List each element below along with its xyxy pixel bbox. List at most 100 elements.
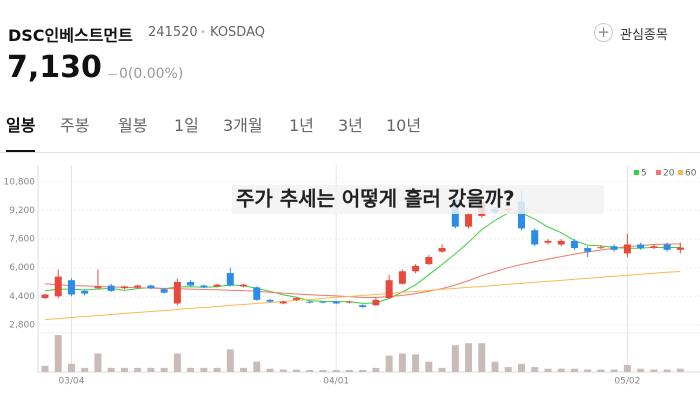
legend-swatch — [678, 170, 683, 175]
volume-bar — [359, 369, 367, 372]
candle-body — [663, 244, 671, 250]
watch-button[interactable]: 관심종목 — [620, 28, 668, 43]
volume-bar — [637, 368, 645, 372]
volume-bar — [266, 368, 274, 372]
candle-body — [107, 285, 115, 291]
candle-body — [173, 281, 181, 304]
y-tick-label: 7,600 — [9, 235, 35, 245]
annotation-background — [232, 185, 604, 214]
period-tab[interactable]: 1일 — [174, 116, 199, 135]
moving-average-line — [44, 243, 681, 298]
volume-bar — [570, 368, 578, 372]
volume-bar — [187, 367, 195, 372]
period-tabs: 일봉 주봉 월봉 1일 3개월 1년 3년 10년 — [0, 112, 700, 152]
candle-body — [147, 285, 155, 289]
volume-bar — [134, 367, 142, 372]
volume-bar — [200, 367, 208, 372]
candle-body — [597, 247, 605, 249]
y-tick-label: 10,800 — [4, 177, 36, 187]
legend-label: 5 — [641, 169, 647, 179]
volume-bar — [160, 367, 168, 372]
volume-bar — [438, 367, 446, 372]
period-tab[interactable]: 3개월 — [223, 116, 263, 135]
volume-bar — [491, 361, 499, 372]
candle-body — [200, 285, 208, 288]
volume-bar — [478, 343, 486, 372]
candle-body — [240, 284, 248, 287]
period-tab[interactable]: 10년 — [386, 116, 422, 135]
period-tab[interactable]: 1년 — [289, 116, 314, 135]
volume-bar — [504, 367, 512, 372]
candle-body — [81, 290, 89, 294]
candle-body — [279, 301, 287, 304]
candle-body — [637, 244, 645, 249]
candle-body — [253, 287, 261, 300]
candle-body — [41, 294, 49, 299]
period-tab[interactable]: 월봉 — [118, 116, 148, 135]
volume-bar — [372, 367, 380, 372]
candle-body — [610, 246, 618, 250]
stock-code: 241520 — [148, 25, 198, 40]
legend-label: 20 — [663, 169, 675, 179]
volume-bar — [650, 369, 658, 372]
volume-bar — [67, 363, 75, 372]
candle-body — [160, 289, 168, 293]
candle-body — [676, 247, 684, 250]
candle-body — [359, 305, 367, 307]
legend-label: 60 — [685, 169, 697, 179]
y-tick-label: 9,200 — [9, 206, 35, 216]
volume-bar — [173, 353, 181, 372]
candle-body — [332, 301, 340, 304]
candle-body — [94, 286, 102, 289]
change-flat-icon — [108, 74, 117, 75]
volume-bar — [319, 369, 327, 372]
volume-bar — [253, 361, 261, 372]
candle-body — [226, 273, 234, 286]
candle-body — [544, 240, 552, 243]
candle-body — [398, 271, 406, 284]
volume-bar — [465, 343, 473, 372]
legend-swatch — [656, 170, 661, 175]
moving-average-line — [44, 212, 681, 304]
period-tab[interactable]: 주봉 — [60, 116, 90, 135]
volume-bar — [398, 353, 406, 372]
y-tick-label: 6,000 — [9, 263, 35, 273]
volume-bar — [306, 369, 314, 372]
y-tick-label: 2,800 — [9, 320, 35, 330]
candle-body — [465, 214, 473, 227]
volume-bar — [213, 367, 221, 372]
volume-bar — [226, 349, 234, 372]
volume-bar — [345, 369, 353, 372]
candle-body — [557, 240, 565, 245]
candle-body — [385, 280, 393, 299]
period-tab[interactable]: 3년 — [338, 116, 363, 135]
volume-bar — [81, 367, 89, 372]
watch-icon[interactable]: + — [594, 23, 613, 42]
annotation: 주가 추세는 어떻게 흘러 갔을까? — [236, 187, 515, 211]
volume-bar — [332, 369, 340, 372]
candle-body — [372, 299, 380, 306]
volume-bar — [279, 369, 287, 372]
period-tab[interactable]: 일봉 — [6, 112, 36, 152]
volume-bar — [240, 367, 248, 372]
volume-bar — [544, 368, 552, 372]
volume-bar — [425, 361, 433, 372]
candle-body — [120, 286, 128, 289]
volume-bar — [597, 369, 605, 372]
volume-bar — [623, 365, 631, 372]
volume-bar — [412, 354, 420, 372]
candle-body — [345, 301, 353, 303]
market: KOSDAQ — [210, 25, 265, 40]
y-tick-label: 4,400 — [9, 292, 35, 302]
volume-bar — [451, 345, 459, 372]
volume-bar — [41, 365, 49, 372]
change: 0(0.00%) — [119, 66, 184, 82]
moving-average-line — [44, 271, 681, 320]
candle-body — [266, 299, 274, 302]
candle-body — [319, 301, 327, 303]
stock-name: DSC인베스트먼트 — [8, 26, 133, 45]
price: 7,130 — [7, 50, 102, 85]
candle-body — [531, 230, 539, 245]
candle-body — [425, 256, 433, 265]
candle-body — [517, 201, 525, 229]
